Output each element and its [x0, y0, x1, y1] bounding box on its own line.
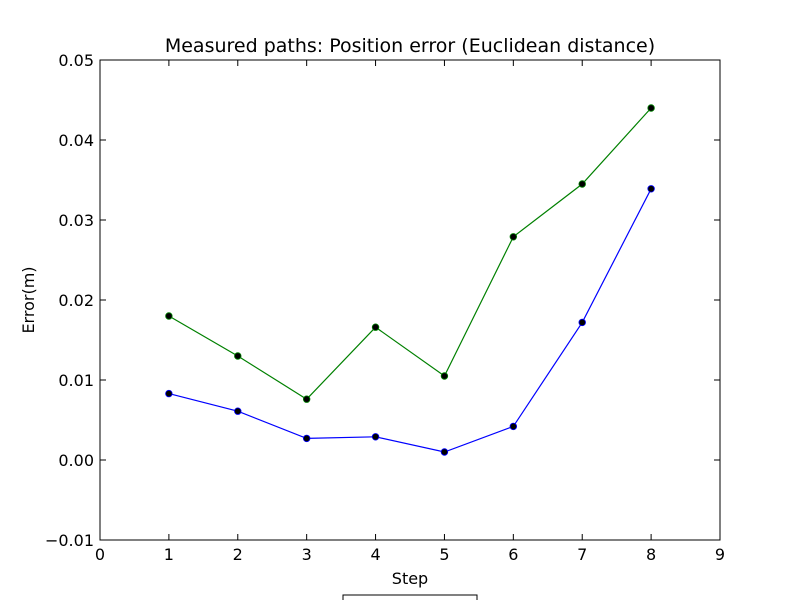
series-1-point [302, 395, 311, 403]
series-2-point [165, 389, 173, 398]
series-1-point [578, 180, 586, 188]
y-tick-label: 0.02 [58, 291, 94, 310]
series-2-point [371, 433, 380, 441]
x-axis-label: Step [392, 569, 428, 588]
series-2-point [440, 448, 449, 456]
y-tick-label: 0.05 [58, 51, 94, 70]
x-tick-label: 0 [95, 545, 105, 564]
y-tick-label: 0.03 [58, 211, 94, 230]
series-1-point [647, 104, 655, 112]
y-tick-label: 0.04 [58, 131, 94, 150]
axis-ticks: 0 1 2 3 4 5 6 7 8 9 −0.01 0.00 0.01 0.02 0.03 0.04 0.05 [45, 51, 725, 564]
y-tick-label: 0.01 [58, 371, 94, 390]
series-1-point [509, 233, 518, 241]
x-tick-label: 6 [508, 545, 518, 564]
x-tick-label: 2 [233, 545, 243, 564]
y-axis-label: Error(m) [19, 266, 38, 333]
plot-area [165, 104, 655, 456]
x-tick-label: 9 [715, 545, 725, 564]
y-tick-label: −0.01 [45, 531, 94, 550]
series-2-line [168, 188, 652, 453]
y-tick-label: 0.00 [58, 451, 94, 470]
series-2-point [509, 422, 518, 431]
series-2-point [302, 434, 311, 443]
series-1-point [440, 372, 449, 380]
legend-box [342, 594, 478, 600]
x-tick-label: 3 [302, 545, 312, 564]
series-1-point [165, 312, 173, 320]
series-2-point [234, 407, 242, 415]
x-tick-label: 4 [370, 545, 380, 564]
x-tick-label: 1 [164, 545, 174, 564]
series-2-point [647, 185, 655, 193]
x-tick-label: 8 [646, 545, 656, 564]
series-1-line [168, 107, 652, 400]
x-tick-label: 5 [439, 545, 449, 564]
x-tick-label: 7 [577, 545, 587, 564]
series-1-point [371, 323, 380, 331]
series-1-point [234, 352, 242, 360]
axes-frame [99, 59, 721, 541]
series-2-point [578, 318, 586, 327]
chart-title: Measured paths: Position error (Euclidea… [165, 35, 655, 57]
